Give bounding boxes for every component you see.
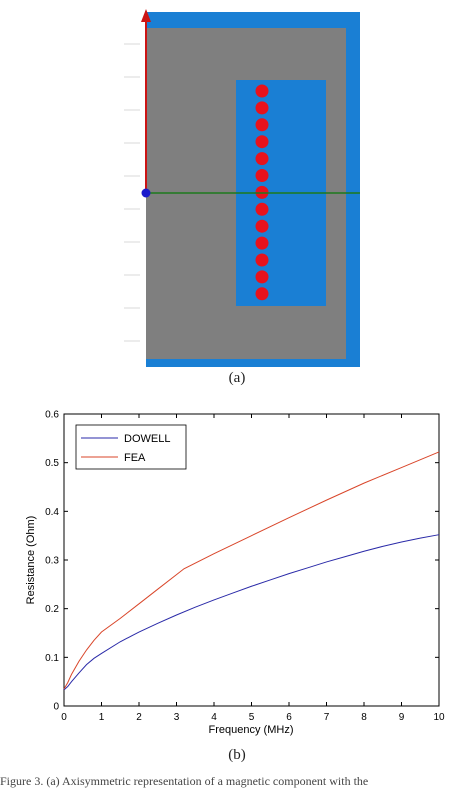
legend-box <box>75 424 187 470</box>
caption-a: (a) <box>228 370 246 386</box>
series-line-fea <box>63 451 440 690</box>
x-tick-label: 7 <box>324 712 330 723</box>
conductor-dot <box>255 101 269 115</box>
y-tick-label: 0.2 <box>45 604 59 615</box>
conductor-dot <box>255 118 269 132</box>
conductor-dot <box>255 202 269 216</box>
y-axis: 0 0.1 0.2 0.3 0.4 0.5 0.6 <box>45 410 439 713</box>
geometry-figure <box>124 9 360 367</box>
x-tick-label: 10 <box>433 712 445 723</box>
x-tick-label: 8 <box>361 712 367 723</box>
resistance-chart: 0 1 2 3 4 5 6 7 8 9 10 0 0.1 0.2 0.3 0.4 0.5 0.6 Frequen… <box>25 410 445 737</box>
conductor-group <box>255 84 269 301</box>
origin-marker <box>141 188 151 198</box>
x-axis-label: Frequency (MHz) <box>209 724 294 736</box>
x-tick-label: 6 <box>286 712 292 723</box>
y-tick-label: 0.4 <box>45 507 59 518</box>
x-axis: 0 1 2 3 4 5 6 7 8 9 10 <box>61 414 445 723</box>
y-tick-label: 0.6 <box>45 410 59 421</box>
x-tick-label: 4 <box>211 712 217 723</box>
ruler-ticks <box>124 43 140 342</box>
conductor-dot <box>255 236 269 250</box>
conductor-dot <box>255 152 269 166</box>
y-tick-label: 0 <box>53 702 59 713</box>
y-axis-label: Resistance (Ohm) <box>25 516 37 605</box>
y-tick-label: 0.1 <box>45 653 59 664</box>
conductor-dot <box>255 270 269 284</box>
x-tick-label: 9 <box>399 712 405 723</box>
x-tick-label: 2 <box>136 712 142 723</box>
x-tick-label: 1 <box>99 712 105 723</box>
conductor-dot <box>255 169 269 182</box>
conductor-dot <box>255 253 269 267</box>
y-tick-label: 0.3 <box>45 556 59 567</box>
conductor-dot <box>255 219 269 233</box>
conductor-dot <box>255 287 269 301</box>
conductor-dot <box>255 84 269 98</box>
x-tick-label: 0 <box>61 712 67 723</box>
series-line-dowell <box>63 534 440 691</box>
legend-label-dowell: DOWELL <box>124 433 170 445</box>
legend: DOWELL FEA <box>75 424 187 470</box>
conductor-dot <box>255 135 269 149</box>
legend-label-fea: FEA <box>124 452 146 464</box>
figure-caption-text: Figure 3. (a) Axisymmetric representatio… <box>0 774 369 788</box>
x-tick-label: 5 <box>249 712 255 723</box>
y-tick-label: 0.5 <box>45 458 59 469</box>
series-group <box>63 451 440 691</box>
y-axis-arrowhead <box>141 9 151 22</box>
caption-b: (b) <box>228 747 246 763</box>
x-tick-label: 3 <box>174 712 180 723</box>
